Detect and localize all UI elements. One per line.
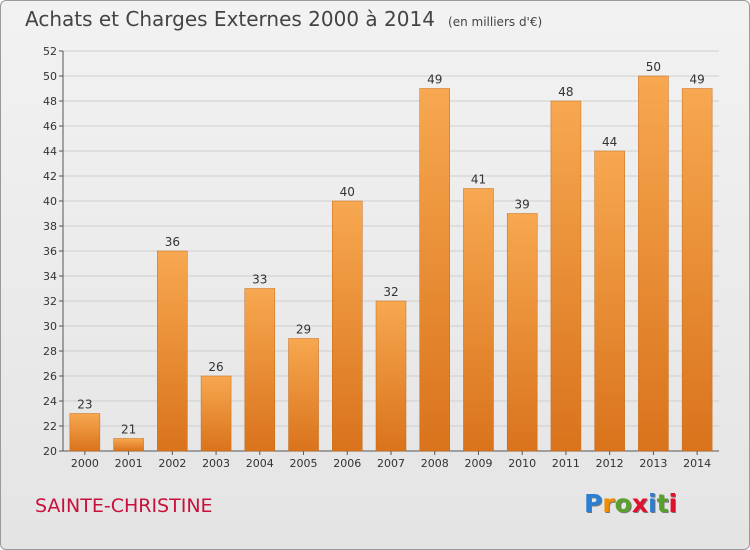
- bar-value-label: 26: [208, 360, 223, 374]
- bar-value-label: 50: [646, 60, 661, 74]
- bar-value-label: 29: [296, 323, 311, 337]
- x-tick-label: 2013: [639, 457, 667, 470]
- bar: [506, 213, 538, 452]
- y-tick-label: 26: [43, 370, 57, 383]
- bar: [681, 88, 713, 452]
- bar: [463, 188, 494, 452]
- bar: [113, 438, 144, 452]
- town-name: SAINTE-CHRISTINE: [35, 495, 213, 517]
- x-tick-label: 2006: [333, 457, 361, 470]
- bar-value-label: 44: [602, 135, 617, 149]
- x-tick-label: 2008: [421, 457, 449, 470]
- tick-labels: 20 22 24 26 28 30 32 34 36 38 40 42 44 46 48 50 52 23 2000…: [43, 45, 711, 470]
- bar-value-label: 48: [558, 85, 573, 99]
- bar-value-label: 36: [165, 235, 180, 249]
- x-tick-label: 2011: [552, 457, 580, 470]
- x-tick-label: 2004: [246, 457, 274, 470]
- bar-value-label: 32: [383, 285, 398, 299]
- y-tick-label: 28: [43, 345, 57, 358]
- bar-value-label: 41: [471, 173, 486, 187]
- unit-note: (en milliers d'€): [448, 15, 543, 29]
- logo-letter: t: [656, 489, 669, 518]
- bar-value-label: 40: [340, 185, 355, 199]
- logo-letter: x: [631, 489, 648, 518]
- logo-letter: o: [614, 489, 632, 518]
- bar-value-label: 23: [77, 398, 92, 412]
- y-tick-label: 52: [43, 45, 57, 58]
- x-tick-label: 2007: [377, 457, 405, 470]
- y-tick-label: 46: [43, 120, 57, 133]
- x-tick-label: 2005: [290, 457, 318, 470]
- logo-letter: r: [602, 489, 615, 518]
- y-tick-label: 42: [43, 170, 57, 183]
- bar-value-label: 49: [427, 73, 442, 87]
- y-tick-label: 36: [43, 245, 57, 258]
- chart-title: Achats et Charges Externes 2000 à 2014 (…: [25, 7, 542, 31]
- bar: [157, 250, 188, 452]
- bar-value-label: 21: [121, 423, 136, 437]
- logo-letter: i: [668, 489, 678, 518]
- x-tick-label: 2012: [596, 457, 624, 470]
- bar: [375, 300, 407, 452]
- y-tick-label: 38: [43, 220, 57, 233]
- y-tick-label: 44: [43, 145, 57, 158]
- bar: [69, 413, 101, 452]
- bar: [332, 200, 363, 452]
- logo-letter: i: [648, 489, 657, 518]
- y-tick-label: 40: [43, 195, 57, 208]
- bar: [288, 338, 319, 452]
- y-tick-label: 32: [43, 295, 57, 308]
- x-tick-label: 2002: [158, 457, 186, 470]
- proxiti-logo: Proxiti: [584, 489, 677, 518]
- bar-value-label: 33: [252, 273, 267, 287]
- y-tick-label: 50: [43, 70, 57, 83]
- bar: [594, 150, 625, 452]
- bar: [638, 75, 669, 452]
- bar-value-label: 49: [689, 73, 704, 87]
- x-tick-label: 2014: [683, 457, 711, 470]
- bar: [244, 288, 276, 452]
- y-tick-label: 30: [43, 320, 57, 333]
- x-tick-label: 2003: [202, 457, 230, 470]
- x-tick-label: 2000: [71, 457, 99, 470]
- title-text: Achats et Charges Externes 2000 à 2014: [25, 7, 435, 31]
- y-tick-label: 48: [43, 95, 57, 108]
- logo-letter: P: [584, 489, 603, 518]
- bar: [200, 375, 232, 452]
- y-tick-label: 22: [43, 420, 57, 433]
- y-tick-label: 24: [43, 395, 57, 408]
- x-tick-label: 2009: [464, 457, 492, 470]
- bar-value-label: 39: [515, 198, 530, 212]
- y-tick-label: 20: [43, 445, 57, 458]
- bars: [69, 75, 713, 452]
- bar: [419, 88, 450, 452]
- x-tick-label: 2001: [115, 457, 143, 470]
- bar: [550, 100, 582, 452]
- y-tick-label: 34: [43, 270, 57, 283]
- x-tick-label: 2010: [508, 457, 536, 470]
